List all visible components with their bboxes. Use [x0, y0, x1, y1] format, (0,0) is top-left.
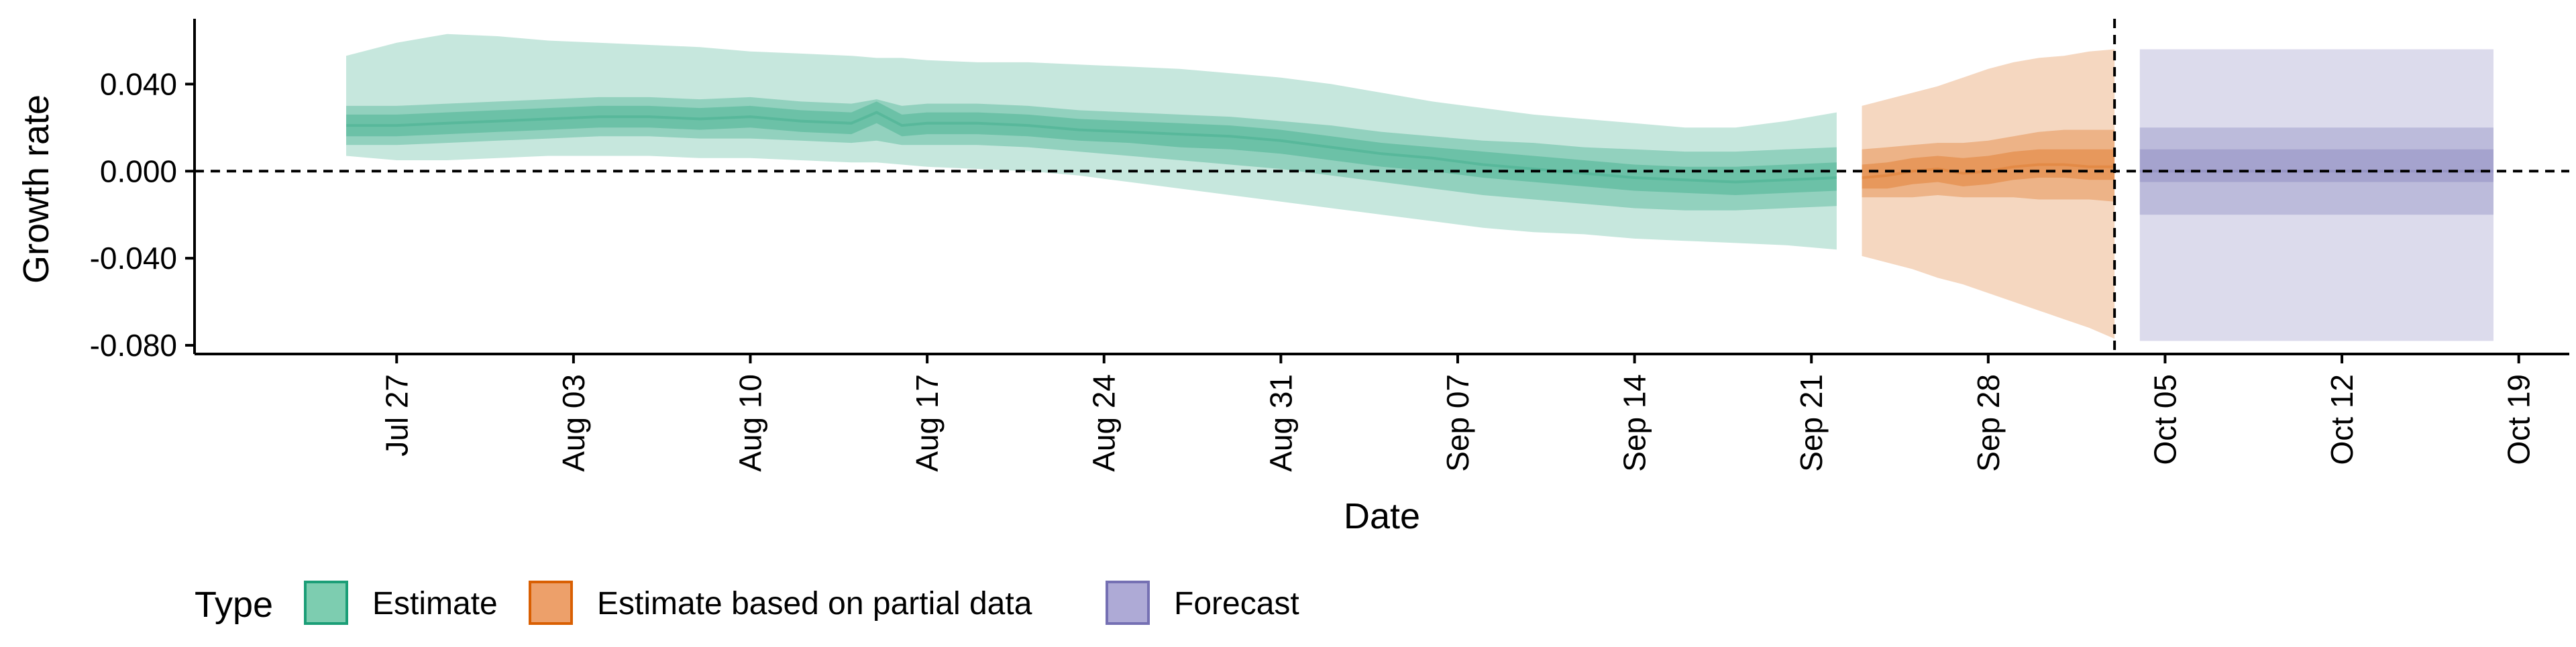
estimate-based-on-partial-data-band-90 — [1862, 49, 2115, 339]
legend-item-estimate-based-on-partial-data: Estimate based on partial data — [529, 581, 1032, 625]
forecast-band-50 — [2139, 127, 2493, 215]
legend-label: Estimate based on partial data — [597, 586, 1032, 622]
legend-item-forecast: Forecast — [1106, 581, 1299, 625]
legend-swatch — [529, 581, 573, 625]
legend-title: Type — [195, 585, 273, 625]
legend: Type Estimate Estimate based on partial d… — [195, 581, 1299, 625]
legend-items: Estimate Estimate based on partial data Fo… — [304, 581, 1299, 625]
legend-label: Estimate — [372, 586, 498, 622]
x-tick-label: Jul 27 — [379, 374, 414, 457]
x-tick-label: Oct 05 — [2147, 374, 2182, 465]
x-tick-label: Sep 07 — [1440, 374, 1475, 472]
estimate-median-line — [346, 111, 1837, 184]
estimate-based-on-partial-data-band-50 — [1862, 129, 2115, 202]
x-tick-label: Sep 21 — [1794, 374, 1829, 472]
x-axis-title: Date — [1344, 496, 1420, 536]
y-tick-label: 0.000 — [100, 154, 177, 188]
uncertainty-bands — [346, 34, 2493, 341]
y-tick-label: -0.040 — [90, 241, 177, 276]
x-tick-label: Aug 17 — [910, 374, 945, 472]
y-tick-label: 0.040 — [100, 66, 177, 101]
x-tick-label: Sep 14 — [1617, 374, 1652, 472]
x-tick-label: Sep 28 — [1971, 374, 2006, 472]
legend-label: Forecast — [1174, 586, 1299, 622]
legend-item-estimate: Estimate — [304, 581, 498, 625]
legend-swatch — [1106, 581, 1150, 625]
x-tick-label: Aug 31 — [1263, 374, 1298, 472]
estimate-band-50 — [346, 97, 1837, 211]
estimate-based-on-partial-data-band-20 — [1862, 149, 2115, 189]
x-tick-label: Aug 24 — [1087, 374, 1122, 472]
estimate-band-20 — [346, 101, 1837, 195]
x-tick-label: Oct 12 — [2324, 374, 2359, 465]
estimate-band-90 — [346, 34, 1837, 250]
forecast-band-90 — [2139, 49, 2493, 341]
reference-lines — [195, 19, 2569, 354]
x-tick-label: Oct 19 — [2502, 374, 2536, 465]
axes: 0.040 0.000 -0.040 -0.080 Jul 27 Aug 03 Aug 10… — [90, 19, 2569, 472]
y-tick-label: -0.080 — [90, 328, 177, 363]
y-axis-title: Growth rate — [16, 95, 56, 284]
legend-swatch — [304, 581, 348, 625]
forecast-band-20 — [2139, 149, 2493, 182]
x-tick-label: Aug 10 — [733, 374, 768, 472]
x-tick-label: Aug 03 — [556, 374, 591, 472]
